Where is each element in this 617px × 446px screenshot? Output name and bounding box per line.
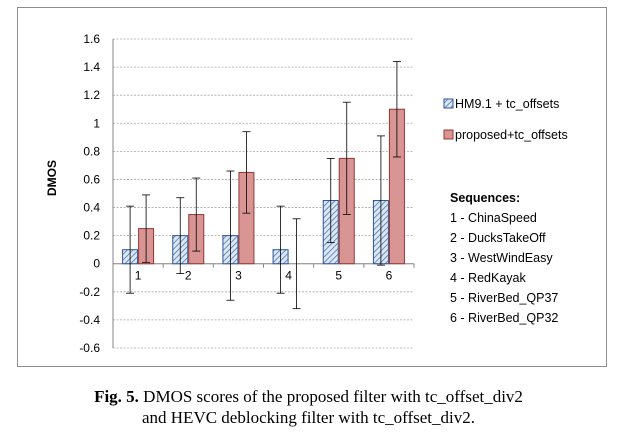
y-tick-label: 1.2 <box>83 88 100 102</box>
caption-line-2: and HEVC deblocking filter with tc_offse… <box>141 408 475 427</box>
sequence-item: 1 - ChinaSpeed <box>450 211 537 225</box>
y-tick-label: 0.8 <box>83 144 100 158</box>
y-tick-label: 0 <box>93 257 100 271</box>
y-axis-title: DMOS <box>45 160 59 196</box>
legend-label-proposed: proposed+tc_offsets <box>455 128 568 142</box>
dmos-bar-chart: -0.6 -0.4 -0.2 0 0.2 0.4 0.6 0.8 1 1.2 1.4 1.6 1 2 3 4 5… <box>45 32 568 355</box>
legend-swatch-proposed <box>443 129 454 140</box>
y-tick-label: 1 <box>93 116 100 130</box>
caption-figure-label: Fig. 5. <box>94 387 139 406</box>
y-tick-label: 1.6 <box>83 32 100 46</box>
legend: HM9.1 + tc_offsets proposed+tc_offsets <box>443 97 568 142</box>
sequence-item: 3 - WestWindEasy <box>450 251 553 265</box>
x-category-label: 5 <box>335 269 342 283</box>
x-category-label: 1 <box>135 269 142 283</box>
y-tick-label: -0.6 <box>79 341 100 355</box>
y-tick-label: -0.2 <box>79 285 100 299</box>
chart-container: -0.6 -0.4 -0.2 0 0.2 0.4 0.6 0.8 1 1.2 1.4 1.6 1 2 3 4 5… <box>17 7 607 367</box>
caption-line-1: Fig. 5. DMOS scores of the proposed filt… <box>0 386 617 407</box>
sequence-item: 2 - DucksTakeOff <box>450 231 546 245</box>
caption-text-1: DMOS scores of the proposed filter with … <box>138 387 523 406</box>
legend-swatch-hm <box>443 98 454 109</box>
y-tick-label: 0.4 <box>83 201 100 215</box>
sequence-item: 6 - RiverBed_QP32 <box>450 311 558 325</box>
sequences-key: Sequences: 1 - ChinaSpeed 2 - DucksTakeO… <box>450 191 558 325</box>
y-tick-label: -0.4 <box>79 313 100 327</box>
x-category-label: 2 <box>185 269 192 283</box>
sequences-title: Sequences: <box>450 191 520 205</box>
x-category-label: 6 <box>386 269 393 283</box>
legend-label-hm: HM9.1 + tc_offsets <box>455 97 559 111</box>
y-tick-label: 0.6 <box>83 172 100 186</box>
y-tick-label: 0.2 <box>83 229 100 243</box>
x-category-label: 3 <box>235 269 242 283</box>
y-tick-label: 1.4 <box>83 60 100 74</box>
sequence-item: 4 - RedKayak <box>450 271 526 285</box>
sequence-item: 5 - RiverBed_QP37 <box>450 291 558 305</box>
x-category-label: 4 <box>285 269 292 283</box>
figure-caption: Fig. 5. DMOS scores of the proposed filt… <box>0 386 617 428</box>
